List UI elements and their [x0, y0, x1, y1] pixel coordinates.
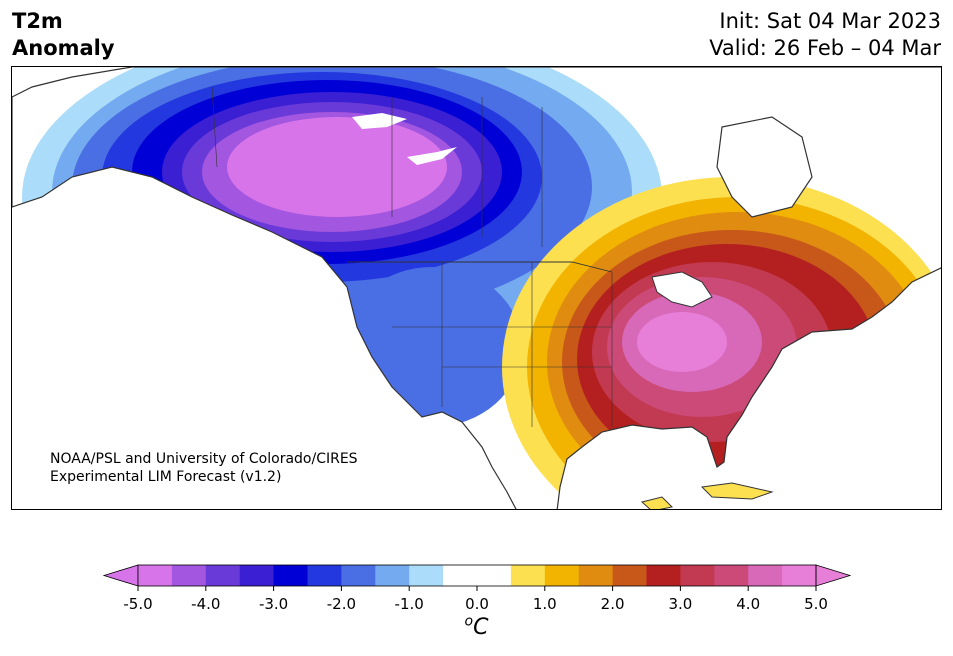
great-lakes [651, 271, 713, 308]
colorbar-extend-min [102, 564, 139, 587]
colorbar-cell [477, 565, 512, 586]
colorbar-tick-label: -5.0 [123, 595, 152, 613]
anomaly-map: NOAA/PSL and University of Colorado/CIRE… [11, 66, 942, 510]
colorbar-tick-label: -4.0 [191, 595, 220, 613]
forecast-dates: Init: Sat 04 Mar 2023 Valid: 26 Feb – 04… [709, 8, 941, 62]
valid-date: Valid: 26 Feb – 04 Mar [709, 36, 941, 60]
colorbar-cell [375, 565, 410, 586]
colorbar-cell [205, 565, 241, 586]
colorbar-cell [544, 565, 580, 586]
colorbar-cell [273, 565, 308, 586]
colorbar-extend-max [815, 564, 852, 587]
colorbar-cell [646, 565, 681, 586]
colorbar-cell [341, 565, 376, 586]
colorbar-cell [612, 565, 647, 586]
unit-label: oC [464, 614, 489, 641]
colorbar-tick-label: -1.0 [395, 595, 424, 613]
credit-text: NOAA/PSL and University of Colorado/CIRE… [50, 450, 358, 486]
colorbar-unit: oC [0, 614, 953, 640]
coastline [12, 67, 941, 509]
province-borders [211, 86, 543, 247]
colorbar-tick-label: -2.0 [327, 595, 356, 613]
title-line-2: Anomaly [12, 36, 115, 60]
colorbar: -5.0 -4.0 -3.0 -2.0 -1.0 0.0 1.0 2.0 3.0 4.0 5.0 [102, 564, 852, 613]
colorbar-cell [409, 565, 444, 586]
us-canada-border [347, 261, 613, 273]
map-canvas [12, 67, 941, 509]
colorbar-cell [782, 565, 817, 586]
colorbar-cell [714, 565, 749, 586]
title-line-1: T2m [12, 9, 63, 33]
state-borders [392, 262, 613, 427]
colorbar-cell [578, 565, 614, 586]
colorbar-cells [102, 564, 852, 587]
great-slave-lake [407, 147, 457, 165]
colorbar-tick-label: -3.0 [259, 595, 288, 613]
cuba [700, 482, 774, 500]
colorbar-tick-label: 0.0 [465, 595, 489, 613]
colorbar-cell [239, 565, 275, 586]
colorbar-tick-label: 2.0 [601, 595, 625, 613]
init-date: Init: Sat 04 Mar 2023 [719, 9, 941, 33]
colorbar-ticks: -5.0 -4.0 -3.0 -2.0 -1.0 0.0 1.0 2.0 3.0 4.0 5.0 [123, 586, 828, 613]
colorbar-cell [171, 565, 207, 586]
colorbar-cell [443, 565, 478, 586]
credit-line-1: NOAA/PSL and University of Colorado/CIRE… [50, 451, 358, 467]
great-bear-lake [352, 113, 407, 129]
anomaly-fill [12, 67, 941, 509]
credit-line-2: Experimental LIM Forecast (v1.2) [50, 469, 282, 485]
caribbean-island [640, 496, 674, 509]
colorbar-tick-label: 4.0 [736, 595, 760, 613]
colorbar-cell [307, 565, 342, 586]
colorbar-cell [138, 565, 173, 586]
colorbar-cell [510, 565, 546, 586]
map-title: T2m Anomaly [12, 8, 115, 62]
colorbar-tick-label: 3.0 [668, 595, 692, 613]
colorbar-cell [680, 565, 715, 586]
hudson-bay [716, 116, 813, 218]
colorbar-tick-label: 1.0 [533, 595, 557, 613]
colorbar-tick-label: 5.0 [804, 595, 828, 613]
colorbar-cell [748, 565, 783, 586]
